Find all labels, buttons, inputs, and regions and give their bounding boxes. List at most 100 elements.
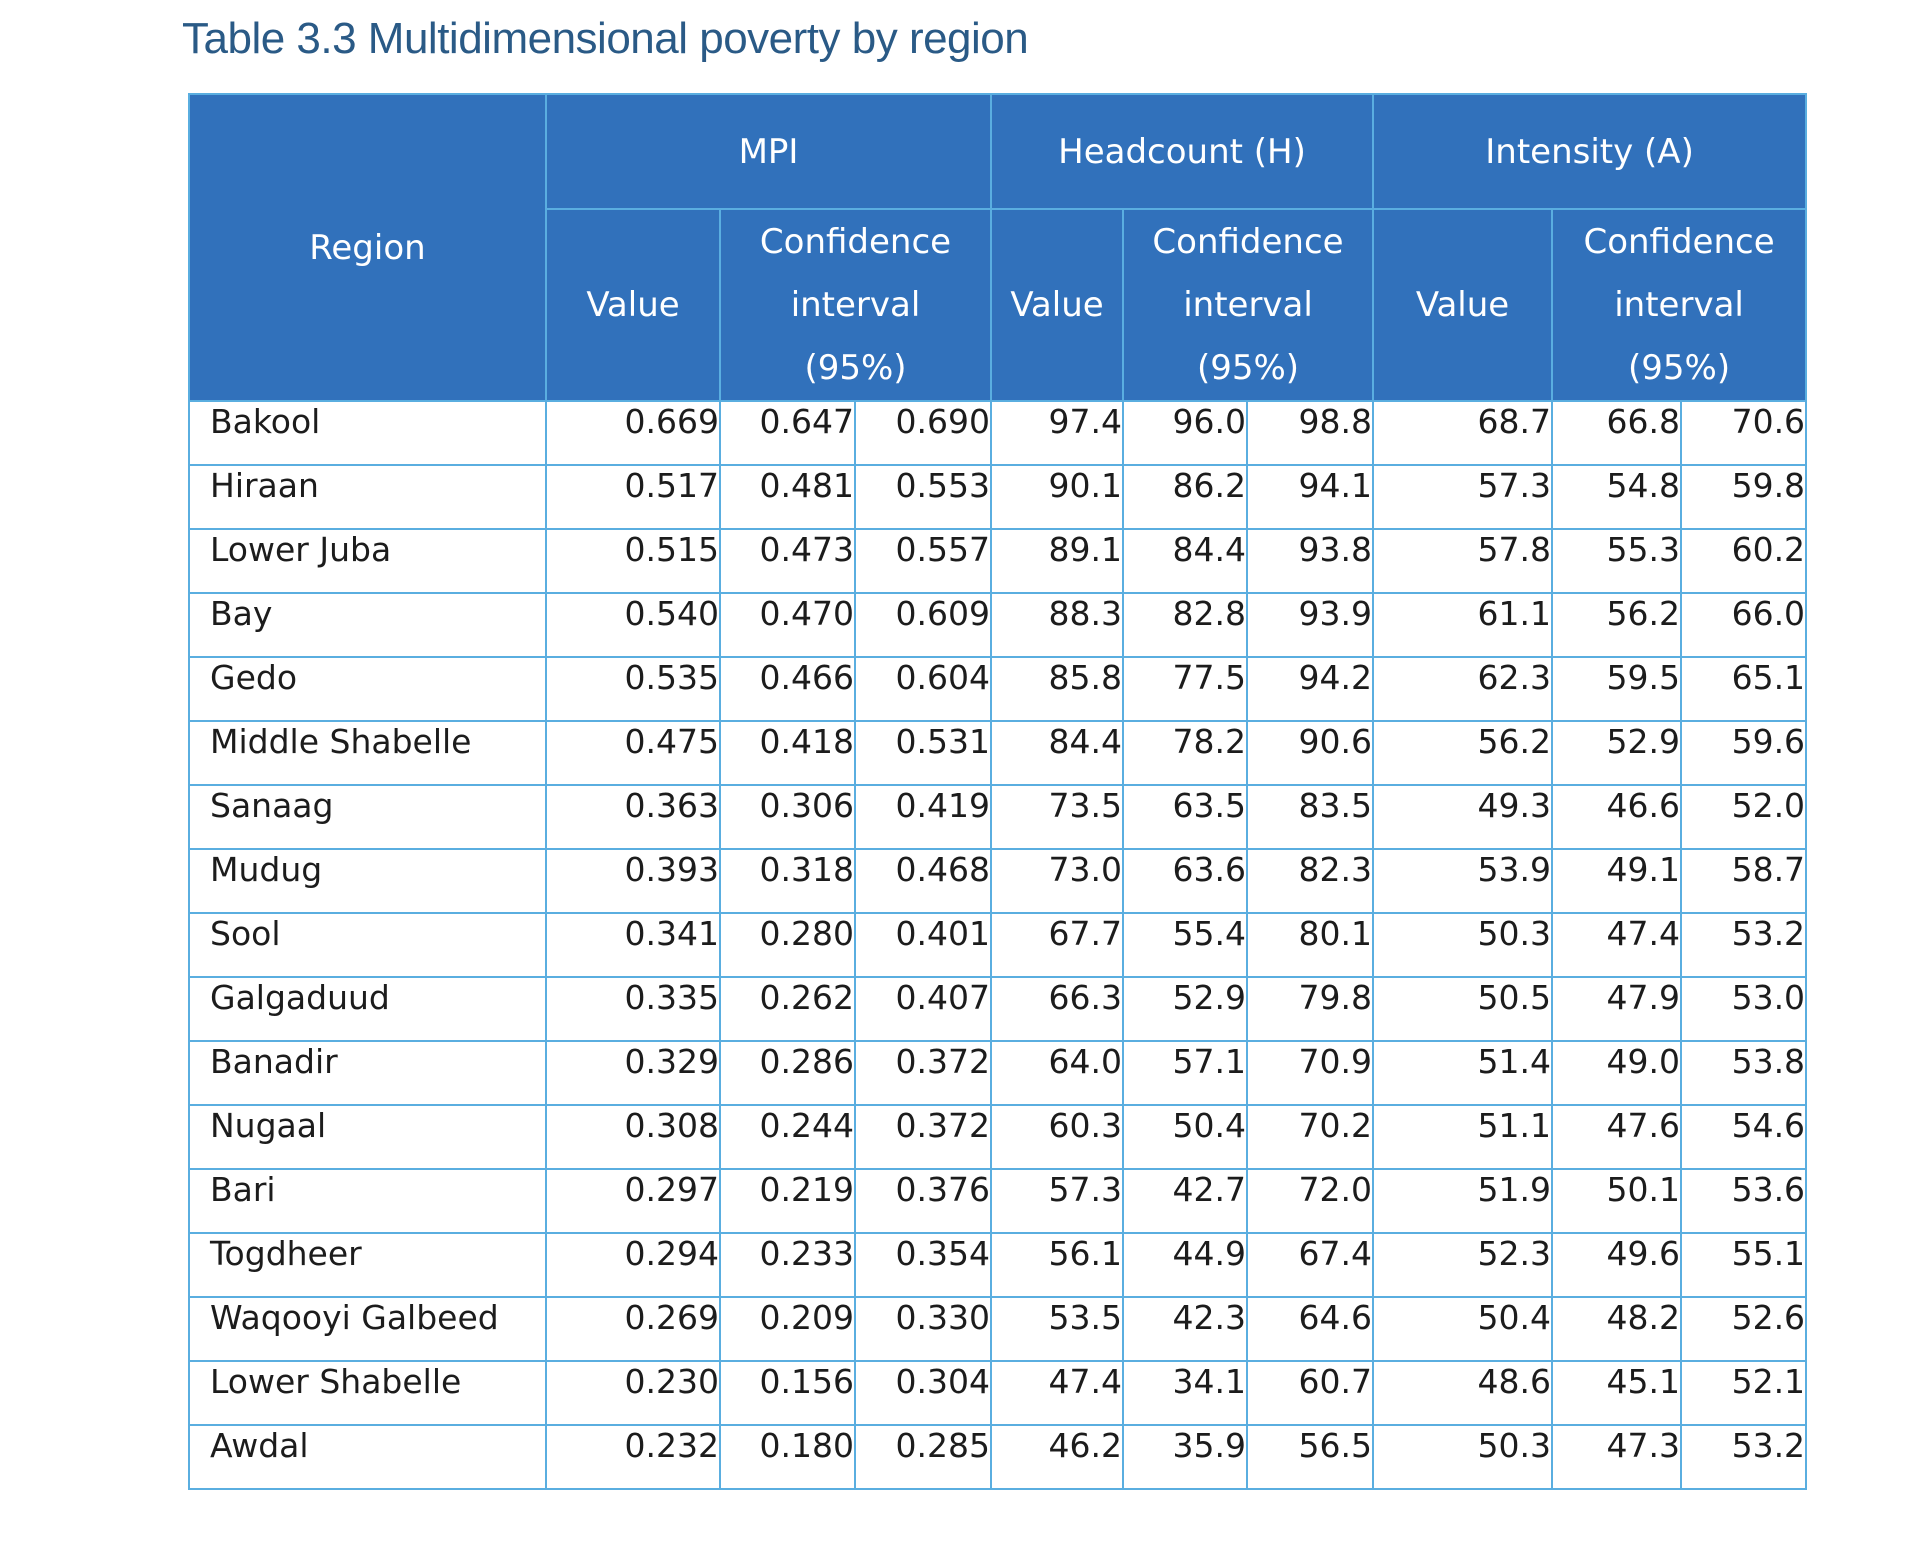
headcount-ci-lower-cell: 35.9: [1122, 1424, 1248, 1490]
headcount-ci-upper-cell: 79.8: [1245, 976, 1375, 1042]
region-cell: Banadir: [188, 1040, 547, 1106]
headcount-value-cell: 46.2: [990, 1424, 1124, 1490]
header-ci-line2: interval: [1183, 284, 1313, 325]
headcount-value-cell: 53.5: [990, 1296, 1124, 1362]
intensity-value-cell: 51.4: [1372, 1040, 1554, 1106]
mpi-ci-lower-cell: 0.418: [719, 720, 856, 786]
table-row: Bakool 0.669 0.647 0.690 97.4 96.0 98.8 68.7 66.…: [188, 400, 1808, 466]
mpi-value-cell: 0.269: [545, 1296, 721, 1362]
mpi-ci-lower-cell: 0.647: [719, 400, 856, 466]
intensity-ci-lower-cell: 55.3: [1551, 528, 1683, 594]
header-ci-line3: (95%): [1196, 347, 1300, 388]
intensity-ci-upper-cell: 60.2: [1680, 528, 1808, 594]
intensity-ci-upper-cell: 53.2: [1680, 1424, 1808, 1490]
header-ci-line2: interval: [790, 284, 921, 325]
intensity-ci-lower-cell: 46.6: [1551, 784, 1683, 850]
mpi-value-cell: 0.297: [545, 1168, 721, 1234]
headcount-value-cell: 66.3: [990, 976, 1124, 1042]
header-group-headcount: Headcount (H): [989, 93, 1375, 210]
mpi-ci-lower-cell: 0.306: [719, 784, 856, 850]
mpi-ci-upper-cell: 0.553: [854, 464, 992, 530]
intensity-value-cell: 61.1: [1372, 592, 1554, 658]
table-title: Table 3.3 Multidimensional poverty by re…: [182, 14, 1029, 63]
headcount-value-cell: 89.1: [990, 528, 1124, 594]
mpi-ci-upper-cell: 0.372: [854, 1104, 992, 1170]
mpi-ci-upper-cell: 0.354: [854, 1232, 992, 1298]
region-cell: Mudug: [188, 848, 547, 914]
header-intensity-value: Value: [1372, 208, 1554, 402]
mpi-value-cell: 0.232: [545, 1424, 721, 1490]
intensity-ci-lower-cell: 49.1: [1551, 848, 1683, 914]
headcount-value-cell: 60.3: [990, 1104, 1124, 1170]
mpi-ci-upper-cell: 0.609: [854, 592, 992, 658]
intensity-ci-upper-cell: 66.0: [1680, 592, 1808, 658]
headcount-ci-upper-cell: 94.1: [1245, 464, 1375, 530]
headcount-ci-lower-cell: 50.4: [1122, 1104, 1248, 1170]
mpi-value-cell: 0.535: [545, 656, 721, 722]
headcount-value-cell: 85.8: [990, 656, 1124, 722]
headcount-ci-upper-cell: 82.3: [1245, 848, 1375, 914]
table-row: Gedo 0.535 0.466 0.604 85.8 77.5 94.2 62.3 59.5 6…: [188, 656, 1808, 722]
region-cell: Togdheer: [188, 1232, 547, 1298]
mpi-ci-upper-cell: 0.401: [854, 912, 992, 978]
mpi-ci-lower-cell: 0.286: [719, 1040, 856, 1106]
intensity-ci-lower-cell: 59.5: [1551, 656, 1683, 722]
mpi-ci-lower-cell: 0.156: [719, 1360, 856, 1426]
headcount-ci-lower-cell: 86.2: [1122, 464, 1248, 530]
table-row: Lower Juba 0.515 0.473 0.557 89.1 84.4 93.8 57.…: [188, 528, 1808, 594]
headcount-ci-upper-cell: 64.6: [1245, 1296, 1375, 1362]
headcount-value-cell: 88.3: [990, 592, 1124, 658]
mpi-value-cell: 0.329: [545, 1040, 721, 1106]
headcount-value-cell: 67.7: [990, 912, 1124, 978]
table-row: Sool 0.341 0.280 0.401 67.7 55.4 80.1 50.3 47.4 5…: [188, 912, 1808, 978]
region-cell: Hiraan: [188, 464, 547, 530]
intensity-ci-lower-cell: 52.9: [1551, 720, 1683, 786]
intensity-ci-upper-cell: 65.1: [1680, 656, 1808, 722]
intensity-ci-upper-cell: 52.0: [1680, 784, 1808, 850]
table-row: Sanaag 0.363 0.306 0.419 73.5 63.5 83.5 49.3 46.…: [188, 784, 1808, 850]
headcount-ci-upper-cell: 83.5: [1245, 784, 1375, 850]
mpi-value-cell: 0.540: [545, 592, 721, 658]
intensity-value-cell: 52.3: [1372, 1232, 1554, 1298]
region-cell: Sool: [188, 912, 547, 978]
mpi-value-cell: 0.669: [545, 400, 721, 466]
headcount-ci-upper-cell: 98.8: [1245, 400, 1375, 466]
intensity-value-cell: 68.7: [1372, 400, 1554, 466]
mpi-ci-upper-cell: 0.419: [854, 784, 992, 850]
headcount-ci-upper-cell: 70.9: [1245, 1040, 1375, 1106]
mpi-value-cell: 0.294: [545, 1232, 721, 1298]
headcount-value-cell: 73.0: [990, 848, 1124, 914]
header-region: Region: [188, 93, 547, 402]
header-headcount-ci: Confidence interval (95%): [1121, 208, 1375, 402]
header-ci-line1: Confidence: [759, 221, 952, 262]
headcount-ci-upper-cell: 70.2: [1245, 1104, 1375, 1170]
intensity-value-cell: 57.3: [1372, 464, 1554, 530]
mpi-ci-lower-cell: 0.180: [719, 1424, 856, 1490]
header-intensity-ci: Confidence interval (95%): [1551, 208, 1808, 402]
headcount-value-cell: 47.4: [990, 1360, 1124, 1426]
intensity-value-cell: 53.9: [1372, 848, 1554, 914]
mpi-ci-lower-cell: 0.473: [719, 528, 856, 594]
mpi-ci-lower-cell: 0.209: [719, 1296, 856, 1362]
header-ci-line2: interval: [1614, 284, 1744, 325]
mpi-ci-lower-cell: 0.470: [719, 592, 856, 658]
headcount-ci-upper-cell: 67.4: [1245, 1232, 1375, 1298]
table-row: Bari 0.297 0.219 0.376 57.3 42.7 72.0 51.9 50.1 5…: [188, 1168, 1808, 1234]
table-row: Hiraan 0.517 0.481 0.553 90.1 86.2 94.1 57.3 54.…: [188, 464, 1808, 530]
intensity-ci-upper-cell: 55.1: [1680, 1232, 1808, 1298]
intensity-ci-lower-cell: 50.1: [1551, 1168, 1683, 1234]
mpi-ci-lower-cell: 0.280: [719, 912, 856, 978]
region-cell: Gedo: [188, 656, 547, 722]
mpi-ci-upper-cell: 0.330: [854, 1296, 992, 1362]
mpi-value-cell: 0.363: [545, 784, 721, 850]
mpi-ci-upper-cell: 0.531: [854, 720, 992, 786]
headcount-ci-lower-cell: 52.9: [1122, 976, 1248, 1042]
header-ci-line1: Confidence: [1152, 221, 1344, 262]
intensity-ci-lower-cell: 47.9: [1551, 976, 1683, 1042]
intensity-ci-upper-cell: 52.6: [1680, 1296, 1808, 1362]
header-ci-line1: Confidence: [1583, 221, 1775, 262]
intensity-ci-lower-cell: 49.0: [1551, 1040, 1683, 1106]
region-cell: Lower Shabelle: [188, 1360, 547, 1426]
intensity-value-cell: 57.8: [1372, 528, 1554, 594]
intensity-value-cell: 51.1: [1372, 1104, 1554, 1170]
